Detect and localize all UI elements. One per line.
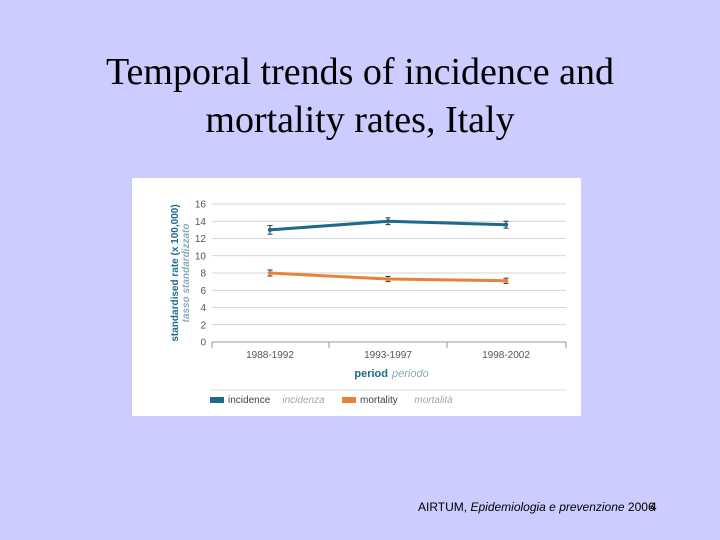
y-tick-label: 0: [200, 338, 206, 349]
legend-label-italian-mortality: mortalità: [414, 395, 453, 406]
y-tick-label: 8: [200, 269, 206, 280]
data-point-incidence: [385, 219, 391, 224]
citation-author: AIRTUM,: [418, 500, 468, 514]
x-axis-label: period: [354, 368, 388, 380]
slide-title-line-2: mortality rates, Italy: [205, 99, 515, 141]
citation-work: Epidemiologia e prevenzione: [470, 500, 625, 514]
y-tick-label: 4: [200, 303, 206, 314]
slide-title: Temporal trends of incidence and mortali…: [40, 48, 680, 144]
legend-swatch-mortality: [342, 397, 356, 403]
slide-title-line-1: Temporal trends of incidence and: [105, 51, 615, 93]
chart-panel: 0 2 4 6 8 10 12 14 16 1988-1992 1993-1997 1998-2002…: [132, 178, 581, 416]
legend-label-mortality: mortality: [360, 395, 398, 406]
y-axis-label: standardised rate (x 100,000): [170, 204, 181, 341]
y-tick-label: 16: [195, 200, 207, 211]
line-chart: 0 2 4 6 8 10 12 14 16 1988-1992 1993-1997 1998-2002…: [170, 200, 567, 406]
data-point-mortality: [267, 270, 273, 276]
x-tick-label: 1993-1997: [364, 350, 412, 361]
data-point-incidence: [503, 222, 509, 227]
y-tick-label: 2: [200, 320, 206, 331]
legend-swatch-incidence: [210, 397, 224, 403]
x-tick-label: 1988-1992: [246, 350, 294, 361]
data-point-mortality: [385, 276, 391, 282]
data-point-incidence: [267, 227, 273, 233]
slide-number: 4: [650, 500, 657, 514]
legend-label-incidence: incidence: [228, 395, 271, 406]
y-tick-label: 6: [200, 286, 206, 297]
citation: AIRTUM, Epidemiologia e prevenzione 2006: [418, 500, 655, 514]
citation-year: 2006: [627, 500, 655, 514]
data-point-mortality: [503, 278, 509, 283]
y-tick-label: 14: [195, 217, 207, 228]
y-tick-label: 12: [195, 234, 207, 245]
y-axis-label-italian: tasso standardizzato: [181, 224, 192, 323]
x-axis-label-italian: periodo: [391, 368, 429, 380]
x-tick-label: 1998-2002: [482, 350, 530, 361]
y-tick-label: 10: [195, 251, 207, 262]
legend-label-italian-incidence: incidenza: [282, 395, 325, 406]
